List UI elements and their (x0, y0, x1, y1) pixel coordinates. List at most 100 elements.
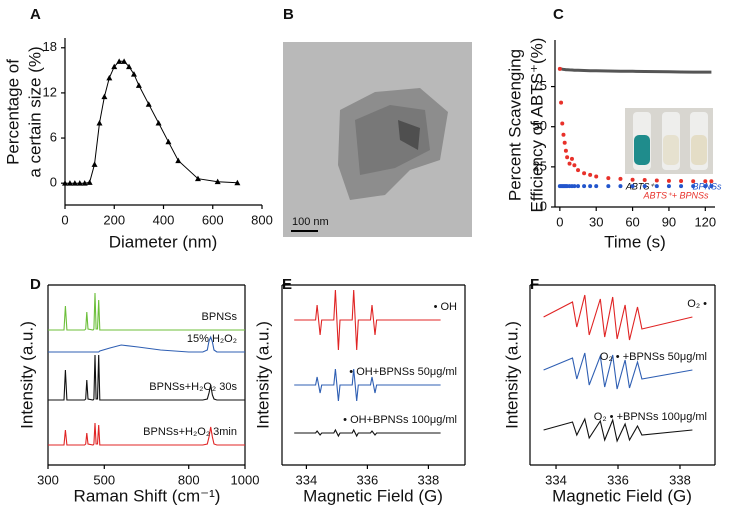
data-point (679, 184, 684, 189)
data-point (666, 178, 671, 183)
data-point (71, 180, 78, 186)
series-label: BPNSs+H₂O₂ 30s (149, 381, 237, 393)
y-axis-label: Intensity (a.u.) (502, 321, 521, 429)
data-line (65, 60, 238, 184)
scale-bar-label: 100 nm (292, 216, 329, 228)
panel-letter: B (283, 6, 294, 23)
x-axis-label: Raman Shift (cm⁻¹) (74, 486, 221, 505)
data-point (642, 184, 647, 189)
series-line (48, 292, 245, 331)
data-point (582, 171, 587, 176)
data-point (582, 184, 587, 189)
y-tick-label: 25 (533, 158, 547, 173)
data-point (576, 184, 581, 189)
data-point (630, 184, 635, 189)
data-point (606, 176, 611, 181)
series-label: 15% H₂O₂ (187, 333, 237, 345)
x-tick-label: 800 (251, 212, 273, 227)
data-point (572, 163, 577, 168)
data-point (96, 120, 103, 126)
data-point (76, 180, 83, 186)
data-point (560, 121, 565, 126)
series-label: BPNSs+H₂O₂ 3min (143, 426, 237, 438)
data-point (91, 161, 98, 167)
data-point (679, 178, 684, 183)
x-tick-label: 120 (694, 214, 716, 229)
y-tick-label: 50 (533, 118, 547, 133)
tube-liquid (634, 135, 650, 165)
data-point (703, 179, 708, 184)
series-line (48, 354, 245, 401)
series-line (543, 294, 693, 341)
tem-sheet-dark (355, 105, 430, 175)
x-axis-label: Magnetic Field (G) (303, 486, 443, 505)
x-tick-label: 600 (202, 212, 224, 227)
inset-label: ABTS⁺ (625, 181, 656, 191)
x-tick-label: 800 (178, 472, 200, 487)
data-point (618, 184, 623, 189)
data-point (594, 174, 599, 179)
y-axis-label: Percent Scavenging (505, 49, 524, 201)
data-point (62, 180, 68, 186)
data-point (121, 58, 128, 64)
series-label: O₂ • +BPNSs 100μg/ml (594, 411, 707, 423)
data-point (654, 184, 659, 189)
data-point (106, 74, 113, 81)
series-label: • OH+BPNSs 50μg/ml (349, 366, 457, 378)
data-point (563, 148, 568, 153)
series-line (543, 352, 693, 390)
y-axis-label: Intensity (a.u.) (17, 321, 36, 429)
data-point (594, 184, 599, 189)
series-label: O₂ • +BPNSs 50μg/ml (600, 351, 707, 363)
x-axis-label: Time (s) (604, 232, 666, 251)
x-axis-label: Magnetic Field (G) (552, 486, 692, 505)
y-axis-label: Intensity (a.u.) (253, 321, 272, 429)
x-tick-label: 0 (556, 214, 563, 229)
x-tick-label: 60 (625, 214, 639, 229)
data-point (576, 168, 581, 173)
data-point (559, 100, 564, 105)
data-point (111, 63, 118, 70)
data-point (126, 63, 133, 70)
x-tick-label: 334 (545, 472, 567, 487)
series-line (294, 428, 441, 438)
data-point (214, 178, 221, 185)
data-point (572, 184, 577, 189)
data-point (703, 184, 708, 189)
x-tick-label: 338 (669, 472, 691, 487)
x-tick-label: 338 (418, 472, 440, 487)
y-tick-label: 75 (533, 78, 547, 93)
series-label: O₂ • (687, 298, 707, 310)
x-tick-label: 400 (153, 212, 175, 227)
data-point (709, 179, 714, 184)
data-point (654, 178, 659, 183)
data-point (709, 184, 714, 189)
data-point (567, 161, 572, 166)
y-axis-label: a certain size (%) (25, 46, 44, 177)
data-point (562, 140, 567, 145)
data-point (569, 156, 574, 161)
data-point (86, 179, 93, 185)
data-point (81, 180, 88, 186)
y-axis-label: Percentage of (3, 59, 22, 165)
y-axis-label: Efficiency of ABTS⁺(%) (527, 38, 546, 213)
series-line (294, 289, 441, 351)
data-point (588, 172, 593, 177)
series-label: • OH (434, 301, 457, 313)
panel-letter: A (30, 6, 41, 23)
data-point (135, 82, 142, 88)
data-point (606, 184, 611, 189)
series-line (294, 368, 441, 402)
panel-letter: C (553, 6, 564, 23)
y-tick-label: 0 (50, 175, 57, 190)
x-tick-label: 0 (61, 212, 68, 227)
y-tick-label: 0 (540, 198, 547, 213)
x-axis-label: Diameter (nm) (109, 232, 218, 251)
x-tick-label: 334 (296, 472, 318, 487)
tube-liquid (691, 135, 707, 165)
x-tick-label: 336 (357, 472, 379, 487)
panel-letter: D (30, 276, 41, 293)
y-tick-label: 18 (43, 39, 57, 54)
inset-photo (625, 108, 713, 174)
